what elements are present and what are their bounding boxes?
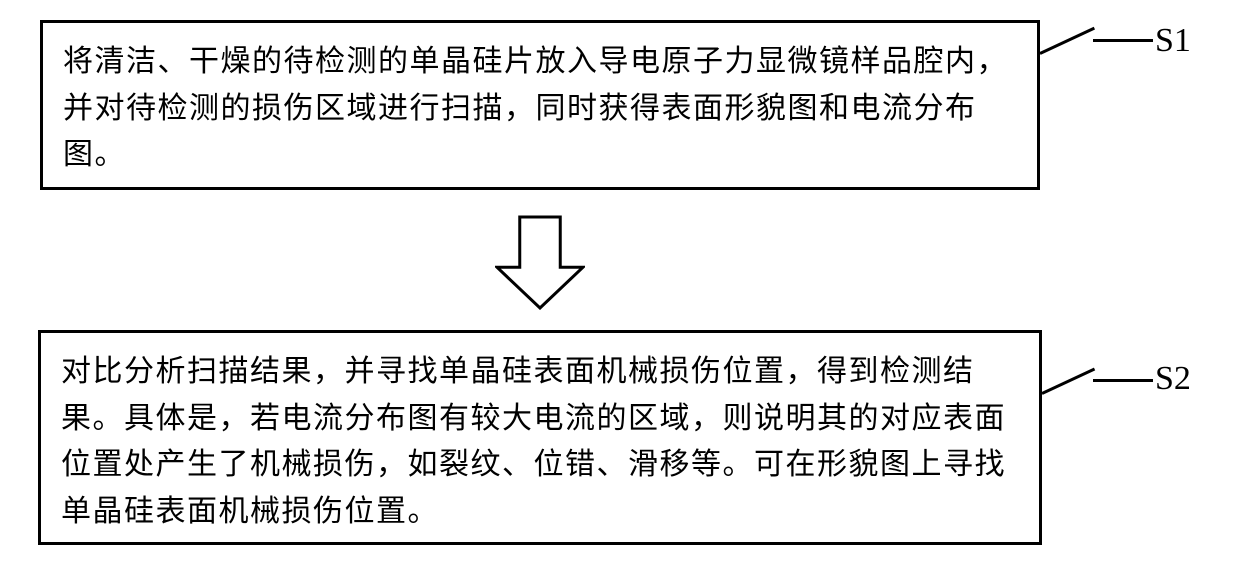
step-label-s2: S2 (1155, 360, 1191, 398)
step-box-2: 对比分析扫描结果，并寻找单晶硅表面机械损伤位置，得到检测结果。具体是，若电流分布… (38, 330, 1042, 545)
step-box-1: 将清洁、干燥的待检测的单晶硅片放入导电原子力显微镜样品腔内，并对待检测的损伤区域… (40, 20, 1040, 190)
leader-segment (1093, 39, 1153, 42)
leader-segment (1041, 368, 1095, 395)
leader-segment (1093, 379, 1153, 382)
leader-segment (1039, 27, 1095, 55)
page: 将清洁、干燥的待检测的单晶硅片放入导电原子力显微镜样品腔内，并对待检测的损伤区域… (0, 0, 1240, 584)
step-2-text: 对比分析扫描结果，并寻找单晶硅表面机械损伤位置，得到检测结果。具体是，若电流分布… (61, 349, 1019, 535)
step-label-s1: S1 (1155, 22, 1191, 60)
down-arrow (495, 215, 585, 310)
down-arrow-icon (495, 215, 585, 310)
step-1-text: 将清洁、干燥的待检测的单晶硅片放入导电原子力显微镜样品腔内，并对待检测的损伤区域… (63, 39, 1017, 179)
